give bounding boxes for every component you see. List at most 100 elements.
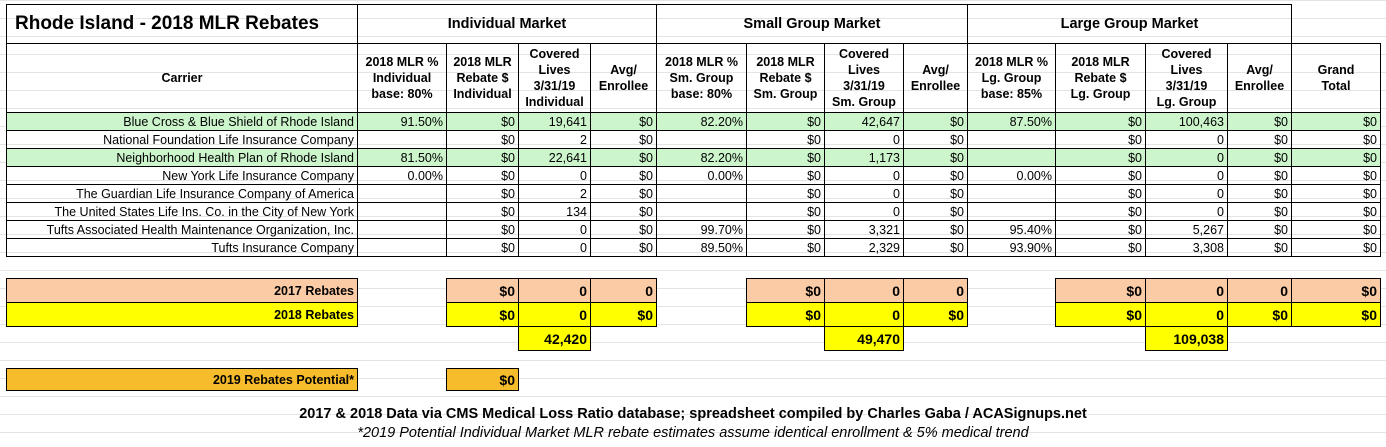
data-cell (967, 130, 1056, 149)
column-header: Carrier (6, 43, 358, 113)
data-cell: 22,641 (518, 148, 591, 167)
header-line: Lives (1170, 63, 1203, 77)
column-header: Grand Total (1291, 43, 1381, 113)
data-cell: 2 (518, 184, 591, 203)
data-cell: $0 (903, 220, 968, 239)
data-cell: 42,647 (824, 112, 904, 131)
header-line: 3/31/19 (533, 79, 576, 93)
data-cell: 0 (824, 166, 904, 185)
data-cell: $0 (903, 166, 968, 185)
summary-cell: $0 (446, 302, 519, 327)
summary-cell: $0 (1055, 278, 1146, 303)
data-cell: 0.00% (656, 166, 747, 185)
summary-cell: $0 (446, 368, 519, 391)
data-cell (656, 130, 747, 149)
data-cell: $0 (1055, 166, 1146, 185)
data-cell: $0 (903, 184, 968, 203)
column-header: 2018 MLR Rebate $ Lg. Group (1055, 43, 1146, 113)
data-cell: 2 (518, 130, 591, 149)
header-line: 2018 MLR (1071, 55, 1130, 69)
column-header: 2018 MLR Rebate $ Sm. Group (746, 43, 825, 113)
data-cell: 99.70% (656, 220, 747, 239)
header-line: Rebate $ (759, 71, 812, 85)
data-cell: $0 (446, 220, 519, 239)
data-cell: $0 (446, 148, 519, 167)
data-cell (656, 202, 747, 221)
summary-cell: $0 (1291, 302, 1381, 327)
summary-cell: 0 (518, 302, 591, 327)
data-cell: $0 (1227, 112, 1292, 131)
header-line: Enrollee (1234, 79, 1285, 93)
data-cell (967, 184, 1056, 203)
data-cell: $0 (446, 166, 519, 185)
summary-cell: $0 (590, 302, 657, 327)
data-cell: $0 (903, 112, 968, 131)
data-cell: $0 (1291, 184, 1381, 203)
data-cell: $0 (590, 202, 657, 221)
data-cell: $0 (903, 238, 968, 257)
summary-cell: 0 (903, 278, 968, 303)
data-cell: $0 (746, 202, 825, 221)
summary-cell: 49,470 (824, 326, 904, 351)
header-line: Avg/ (1246, 63, 1273, 77)
summary-cell: 0 (518, 278, 591, 303)
header-line: Total (1321, 79, 1351, 93)
data-cell: $0 (1055, 202, 1146, 221)
data-cell (357, 184, 447, 203)
data-cell: 0 (518, 238, 591, 257)
data-cell: $0 (590, 238, 657, 257)
data-cell: 0 (1145, 166, 1228, 185)
data-cell: 0 (518, 220, 591, 239)
data-cell: 0 (824, 130, 904, 149)
data-cell: $0 (590, 112, 657, 131)
data-cell: $0 (746, 166, 825, 185)
data-cell: $0 (1055, 148, 1146, 167)
data-cell: 87.50% (967, 112, 1056, 131)
header-line: Covered (529, 47, 580, 61)
column-header: 2018 MLR % Sm. Group base: 80% (656, 43, 747, 113)
data-cell: $0 (746, 112, 825, 131)
data-cell: $0 (590, 130, 657, 149)
summary-cell: $0 (446, 278, 519, 303)
sheet-title: Rhode Island - 2018 MLR Rebates (6, 4, 358, 44)
data-cell: $0 (446, 184, 519, 203)
data-cell: $0 (1227, 184, 1292, 203)
column-header: 2018 MLR Rebate $ Individual (446, 43, 519, 113)
column-header: Covered Lives 3/31/19 Lg. Group (1145, 43, 1228, 113)
summary-cell: 0 (590, 278, 657, 303)
data-cell: 134 (518, 202, 591, 221)
header-line: Rebate $ (1074, 71, 1127, 85)
header-line: Avg/ (610, 63, 637, 77)
data-cell: $0 (446, 202, 519, 221)
data-cell: 82.20% (656, 112, 747, 131)
data-cell (357, 220, 447, 239)
column-header: 2018 MLR % Individual base: 80% (357, 43, 447, 113)
market-header: Small Group Market (656, 4, 968, 44)
data-cell: 0.00% (357, 166, 447, 185)
data-cell: $0 (446, 238, 519, 257)
summary-label: 2017 Rebates (6, 278, 358, 303)
header-line: Lives (538, 63, 571, 77)
data-cell: $0 (590, 220, 657, 239)
summary-cell: $0 (746, 302, 825, 327)
column-header: Avg/Enrollee (903, 43, 968, 113)
carrier-name: Blue Cross & Blue Shield of Rhode Island (6, 112, 358, 131)
header-line: Covered (838, 47, 890, 61)
header-line: Individual (453, 87, 512, 101)
summary-cell: 0 (824, 302, 904, 327)
data-cell: 89.50% (656, 238, 747, 257)
data-cell: $0 (1227, 130, 1292, 149)
column-header: Covered Lives 3/31/19 Sm. Group (824, 43, 904, 113)
data-cell: $0 (746, 220, 825, 239)
data-cell (656, 184, 747, 203)
data-cell: 93.90% (967, 238, 1056, 257)
data-cell: $0 (1291, 202, 1381, 221)
data-cell: 19,641 (518, 112, 591, 131)
data-cell: $0 (746, 184, 825, 203)
data-cell: $0 (1291, 220, 1381, 239)
header-line: Lives (848, 63, 880, 77)
data-cell: $0 (746, 148, 825, 167)
summary-cell: 109,038 (1145, 326, 1228, 351)
summary-cell: 0 (1145, 302, 1228, 327)
data-cell: $0 (1291, 130, 1381, 149)
